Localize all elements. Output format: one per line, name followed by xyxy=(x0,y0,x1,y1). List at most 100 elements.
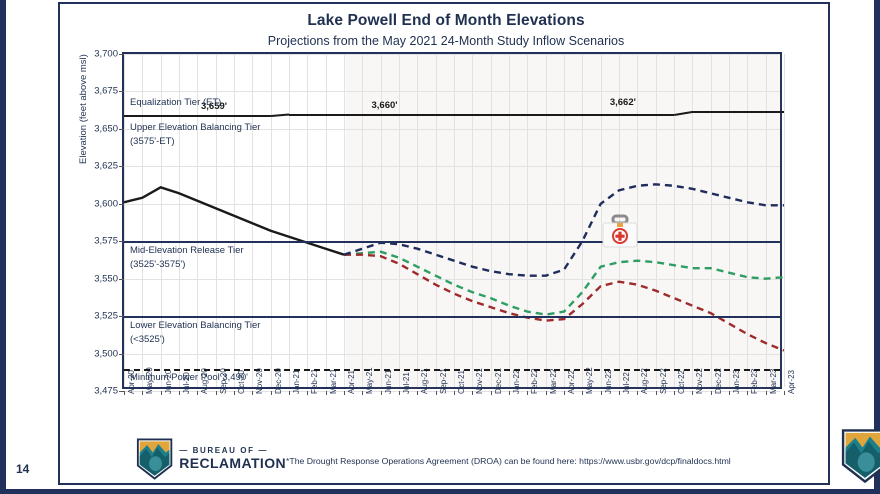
x-axis-tick-mark xyxy=(674,391,675,395)
bureau-wordmark-line2: RECLAMATION xyxy=(179,454,286,471)
x-axis-tick-mark xyxy=(454,391,455,395)
y-axis-tick-mark xyxy=(119,391,124,392)
chart-title: Lake Powell End of Month Elevations xyxy=(307,12,585,29)
y-axis-tick-mark xyxy=(119,203,124,205)
gridline-vertical xyxy=(454,54,455,387)
gridline-vertical xyxy=(270,54,272,387)
series-line xyxy=(344,253,784,352)
tier-label-minimum-power-pool: Minimum Power Pool 3,490' xyxy=(130,371,248,383)
x-axis-tick-mark xyxy=(784,391,785,395)
x-axis-tick-mark xyxy=(710,391,712,395)
x-axis-tick-mark xyxy=(160,391,162,395)
x-axis-tick-mark xyxy=(765,391,767,395)
gridline-vertical xyxy=(729,54,730,387)
x-axis-tick-mark xyxy=(289,391,290,395)
slide-number: 14 xyxy=(16,462,30,476)
gridline-vertical xyxy=(674,54,675,387)
tier-line-3525 xyxy=(124,316,780,319)
plot-area: 3,475 3,500 3,525 3,550 3,575 3,600 3,625 3,650… xyxy=(78,49,796,397)
y-axis-tick-label: 3,500 xyxy=(94,348,118,360)
x-axis-tick-mark xyxy=(490,391,492,395)
slide-right-edge xyxy=(874,0,880,494)
bureau-wordmark-line1: — BUREAU OF — xyxy=(179,446,269,456)
gridline-vertical xyxy=(234,54,235,387)
gridline-vertical xyxy=(197,54,199,387)
equalization-tier-value-label: 3,659' xyxy=(201,101,228,113)
x-axis-tick-mark xyxy=(179,391,180,395)
tier-label-equalization: Equalization Tier (ET) xyxy=(130,97,222,109)
tier-label-mid-elevation-range: (3525'-3575') xyxy=(130,259,186,271)
slide-left-edge xyxy=(0,0,6,494)
chart-subtitle: Projections from the May 2021 24-Month S… xyxy=(267,34,625,48)
gridline-vertical xyxy=(490,54,492,387)
tier-label-upper-elevation: Upper Elevation Balancing Tier xyxy=(130,122,261,134)
y-axis-tick-label: 3,625 xyxy=(94,160,118,172)
gridline-vertical xyxy=(380,54,382,387)
gridline-vertical xyxy=(417,54,419,387)
equalization-tier-value-label: 3,662' xyxy=(609,96,636,108)
x-axis-tick-mark xyxy=(545,391,547,395)
reclamation-shield-icon-right xyxy=(841,429,880,484)
x-axis-tick-mark xyxy=(142,391,144,395)
gridline-vertical xyxy=(600,54,602,387)
first-aid-kit-icon xyxy=(602,214,638,248)
gridline-vertical xyxy=(619,54,620,387)
x-axis-tick-mark xyxy=(344,391,345,395)
y-axis-tick-mark xyxy=(119,353,124,355)
tier-label-upper-elevation-range: (3575'-ET) xyxy=(130,136,175,148)
x-axis-tick-mark xyxy=(124,391,125,395)
y-axis-tick-label: 3,525 xyxy=(94,310,118,322)
y-axis-tick-label: 3,550 xyxy=(94,273,118,285)
y-axis-tick-mark xyxy=(119,128,124,130)
x-axis-tick-mark xyxy=(527,391,529,395)
gridline-vertical xyxy=(710,54,712,387)
gridline-vertical xyxy=(784,54,785,387)
reclamation-shield-icon xyxy=(136,438,173,480)
y-axis-tick-mark xyxy=(119,54,124,55)
y-axis-tick-label: 3,475 xyxy=(94,385,118,397)
series-svg xyxy=(124,183,784,352)
x-axis-tick-mark xyxy=(307,391,309,395)
gridline-vertical xyxy=(545,54,547,387)
x-axis-tick-mark xyxy=(472,391,474,395)
bureau-wordmark: — BUREAU OF — RECLAMATION xyxy=(179,447,286,470)
x-axis-tick-mark xyxy=(215,391,217,395)
x-axis-tick-mark xyxy=(582,391,584,395)
series-line xyxy=(343,250,784,316)
gridline-horizontal xyxy=(124,353,780,355)
y-axis-tick-label: 3,575 xyxy=(94,235,118,247)
bureau-of-reclamation-logo: — BUREAU OF — RECLAMATION xyxy=(136,436,286,482)
x-axis-tick-mark xyxy=(362,391,364,395)
x-axis-tick-mark xyxy=(197,391,199,395)
gridline-vertical xyxy=(307,54,309,387)
tier-label-lower-elevation-range: (<3525') xyxy=(130,334,165,346)
gridline-horizontal xyxy=(124,54,780,55)
gridline-vertical xyxy=(637,54,639,387)
gridline-horizontal xyxy=(124,278,780,280)
gridline-vertical xyxy=(362,54,364,387)
y-axis-tick-label: 3,650 xyxy=(94,123,118,135)
x-axis-tick-mark xyxy=(252,391,254,395)
y-axis-title: Elevation (feet above msl) xyxy=(78,54,89,164)
gridline-vertical xyxy=(325,54,327,387)
gridline-vertical xyxy=(215,54,217,387)
y-axis-tick-mark xyxy=(119,241,124,243)
gridline-vertical xyxy=(435,54,437,387)
x-axis-tick-mark xyxy=(509,391,510,395)
x-axis-tick-mark xyxy=(270,391,272,395)
gridline-vertical xyxy=(289,54,290,387)
x-axis-tick-mark xyxy=(692,391,694,395)
y-axis-tick-mark xyxy=(119,91,124,93)
gridline-vertical xyxy=(399,54,400,387)
gridline-vertical xyxy=(692,54,694,387)
x-axis-tick-mark xyxy=(417,391,419,395)
gridline-vertical xyxy=(655,54,657,387)
gridline-horizontal xyxy=(124,203,780,205)
y-axis-tick-label: 3,600 xyxy=(94,198,118,210)
x-axis-tick-mark xyxy=(380,391,382,395)
gridline-vertical xyxy=(344,54,345,387)
x-axis-tick-mark xyxy=(435,391,437,395)
gridline-horizontal xyxy=(124,166,780,168)
gridline-horizontal xyxy=(124,391,780,392)
y-axis-tick-mark xyxy=(119,316,124,318)
